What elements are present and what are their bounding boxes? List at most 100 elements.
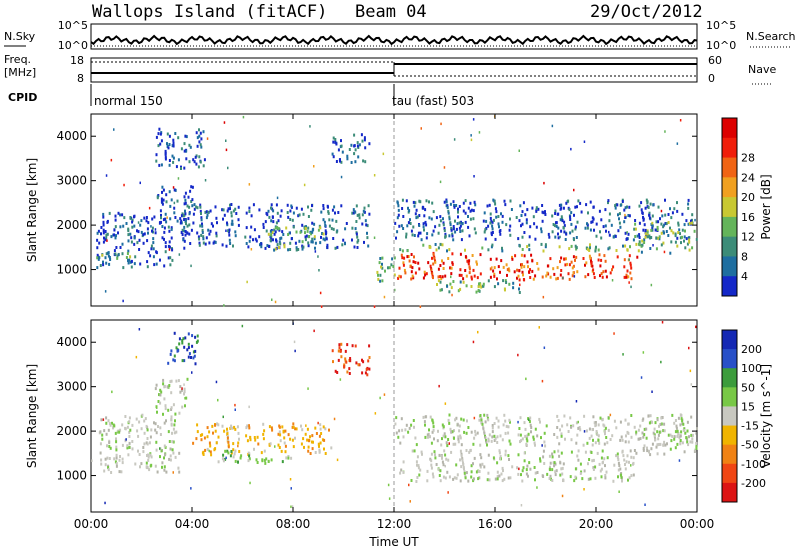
data-cell: [102, 220, 105, 224]
data-cell: [351, 344, 354, 348]
velocity-ytick-label: 4000: [56, 335, 87, 349]
colorbar-tick-label: 20: [741, 191, 755, 204]
velocity-ytick-label: 1000: [56, 469, 87, 483]
data-cell: [424, 208, 427, 212]
data-cell: [636, 234, 639, 238]
data-cell: [523, 459, 526, 463]
data-cell: [551, 479, 554, 482]
noise-cell: [227, 166, 229, 170]
data-cell: [216, 221, 218, 225]
data-cell: [649, 453, 652, 457]
data-cell: [657, 437, 660, 441]
data-cell: [406, 224, 409, 228]
noise-cell: [695, 432, 697, 435]
data-cell: [352, 208, 355, 212]
data-cell: [562, 226, 565, 230]
noise-cell: [135, 355, 138, 359]
data-cell: [541, 204, 544, 207]
data-cell: [549, 474, 552, 478]
data-cell: [660, 222, 663, 226]
data-cell: [340, 342, 343, 346]
noise-cell: [177, 466, 180, 470]
data-cell: [506, 273, 508, 277]
data-cell: [214, 240, 217, 244]
data-cell: [199, 433, 202, 437]
data-cell: [155, 431, 158, 435]
data-cell: [651, 226, 654, 230]
data-cell: [504, 203, 507, 207]
data-cell: [615, 426, 618, 430]
data-cell: [416, 455, 419, 459]
data-cell: [401, 198, 404, 202]
data-cell: [493, 266, 496, 270]
data-cell: [215, 231, 218, 235]
data-cell: [431, 233, 434, 237]
data-cell: [553, 461, 556, 465]
data-cell: [499, 455, 502, 459]
data-cell: [183, 225, 186, 229]
data-cell: [463, 430, 466, 434]
data-cell: [147, 251, 150, 255]
data-cell: [472, 209, 475, 213]
data-cell: [183, 195, 186, 199]
data-cell: [439, 479, 442, 483]
data-cell: [357, 363, 360, 367]
noise-cell: [319, 291, 322, 295]
noise-cell: [570, 147, 572, 151]
data-cell: [275, 203, 278, 207]
data-cell: [113, 424, 116, 428]
data-cell: [464, 476, 467, 480]
data-cell: [612, 265, 615, 269]
data-cell: [160, 139, 163, 143]
data-cell: [177, 379, 180, 383]
data-cell: [689, 440, 692, 444]
data-cell: [319, 241, 322, 245]
data-cell: [448, 475, 451, 479]
data-cell: [326, 243, 329, 247]
data-cell: [592, 268, 595, 272]
data-cell: [509, 442, 512, 446]
data-cell: [348, 148, 351, 151]
data-cell: [345, 360, 348, 364]
data-cell: [504, 419, 507, 423]
data-cell: [362, 209, 365, 213]
data-cell: [96, 246, 99, 250]
colorbar-label: Power [dB]: [759, 174, 773, 239]
data-cell: [648, 211, 651, 215]
noise-cell: [276, 196, 279, 200]
data-cell: [128, 258, 131, 262]
noise-cell: [690, 383, 693, 386]
data-cell: [175, 379, 178, 383]
data-cell: [651, 228, 654, 232]
data-cell: [379, 257, 382, 260]
data-cell: [447, 211, 450, 215]
data-cell: [355, 220, 358, 223]
data-cell: [398, 429, 401, 433]
data-cell: [509, 233, 512, 237]
data-cell: [102, 215, 105, 219]
data-cell: [172, 144, 175, 148]
data-cell: [525, 472, 528, 476]
data-cell: [168, 457, 171, 461]
data-cell: [121, 423, 124, 427]
data-cell: [105, 236, 108, 240]
data-cell: [520, 224, 522, 228]
data-cell: [691, 213, 694, 217]
data-cell: [423, 228, 425, 232]
data-cell: [587, 211, 589, 215]
data-cell: [344, 227, 347, 231]
data-cell: [680, 430, 683, 434]
nsky-label: N.Sky: [4, 30, 36, 43]
data-cell: [688, 435, 690, 439]
data-cell: [422, 276, 425, 280]
noise-cell: [439, 180, 442, 184]
data-cell: [185, 222, 187, 226]
data-cell: [400, 468, 403, 472]
data-cell: [157, 400, 160, 403]
data-cell: [555, 224, 558, 228]
data-cell: [619, 203, 622, 207]
data-cell: [449, 223, 452, 227]
data-cell: [230, 450, 233, 453]
data-cell: [331, 208, 334, 212]
data-cell: [361, 139, 364, 143]
